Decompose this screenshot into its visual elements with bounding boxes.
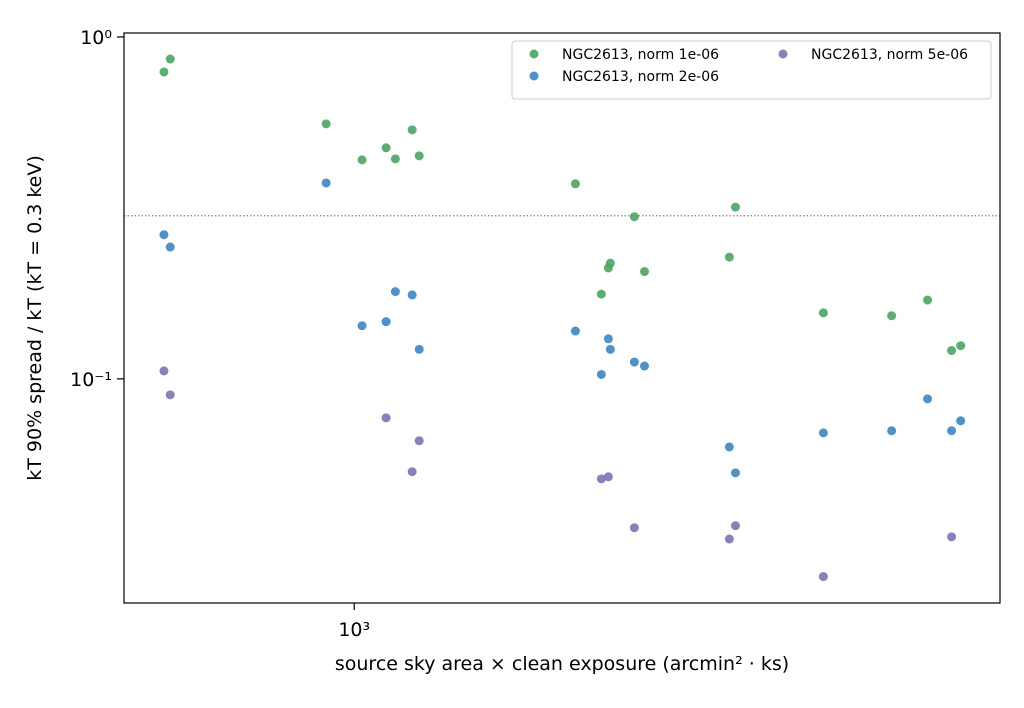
point: [414, 436, 424, 446]
point: [159, 67, 169, 77]
point: [818, 572, 828, 582]
legend-label: NGC2613, norm 1e-06: [562, 47, 719, 63]
x-tick-label: 10³: [338, 619, 370, 641]
plot-frame: [123, 32, 1001, 604]
point: [923, 394, 933, 404]
legend-marker: [778, 49, 788, 59]
point: [629, 523, 639, 533]
point: [596, 474, 606, 484]
point: [381, 317, 391, 327]
point: [730, 468, 740, 478]
point: [629, 212, 639, 222]
point: [956, 416, 966, 426]
point: [407, 467, 417, 477]
point: [730, 521, 740, 531]
point: [887, 426, 897, 436]
point: [414, 151, 424, 161]
point: [923, 295, 933, 305]
point: [724, 442, 734, 452]
point: [381, 413, 391, 423]
point: [639, 267, 649, 277]
point: [605, 344, 615, 354]
point: [605, 258, 615, 268]
point: [165, 390, 175, 400]
point: [596, 369, 606, 379]
point: [818, 308, 828, 318]
point: [357, 155, 367, 165]
legend-box: [511, 40, 992, 100]
y-tick-label: 10⁻¹: [70, 369, 112, 391]
point: [603, 472, 613, 482]
point: [407, 125, 417, 135]
legend-marker: [529, 71, 539, 81]
point: [596, 289, 606, 299]
point: [321, 178, 331, 188]
point: [887, 311, 897, 321]
point: [947, 346, 957, 356]
point: [390, 287, 400, 297]
point: [947, 426, 957, 436]
point: [407, 290, 417, 300]
point: [357, 321, 367, 331]
point: [956, 341, 966, 351]
y-tick-label: 10⁰: [80, 27, 112, 49]
point: [724, 534, 734, 544]
point: [639, 361, 649, 371]
point: [159, 366, 169, 376]
point: [603, 334, 613, 344]
point: [321, 119, 331, 129]
point: [165, 54, 175, 64]
point: [381, 143, 391, 153]
point: [629, 357, 639, 367]
point: [730, 202, 740, 212]
y-axis-label: kT 90% spread / kT (kT = 0.3 keV): [24, 155, 46, 481]
point: [724, 252, 734, 262]
point: [570, 179, 580, 189]
legend-label: NGC2613, norm 2e-06: [562, 69, 719, 85]
point: [818, 428, 828, 438]
point: [947, 532, 957, 542]
legend-marker: [529, 49, 539, 59]
point: [390, 154, 400, 164]
x-axis-label: source sky area × clean exposure (arcmin…: [335, 653, 789, 675]
point: [570, 326, 580, 336]
point: [165, 242, 175, 252]
point: [159, 230, 169, 240]
point: [414, 344, 424, 354]
legend-label: NGC2613, norm 5e-06: [811, 47, 968, 63]
